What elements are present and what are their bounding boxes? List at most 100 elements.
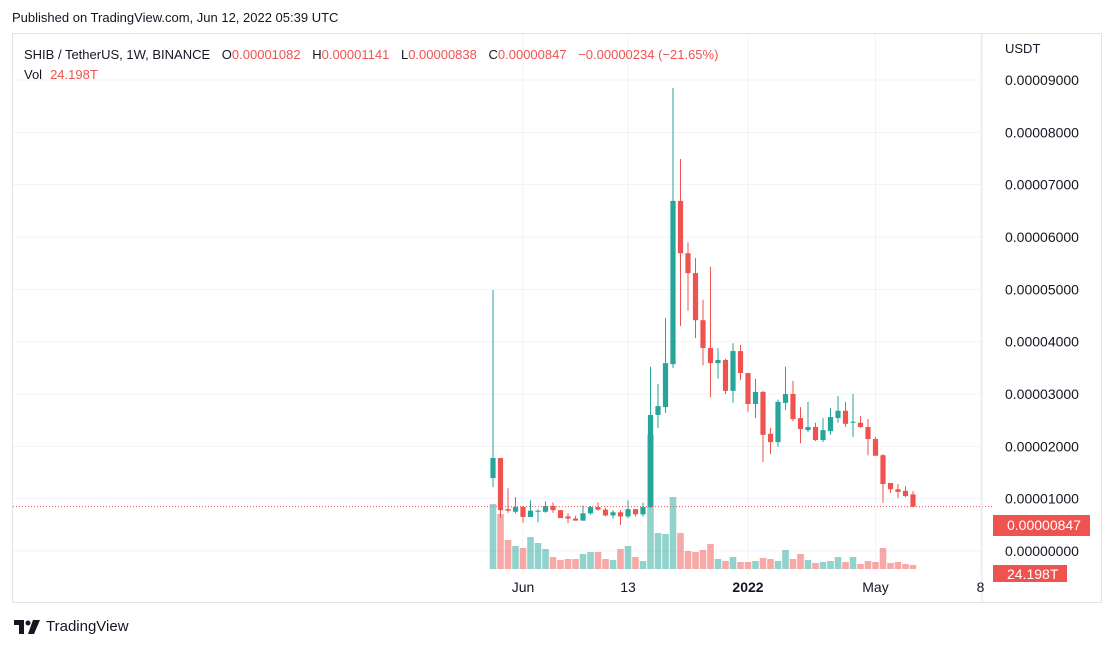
candle-body [632, 509, 639, 515]
candle-body [587, 507, 594, 514]
tradingview-footer[interactable]: TradingView [14, 618, 129, 635]
candle[interactable] [865, 419, 871, 456]
candle[interactable] [550, 502, 556, 513]
candle[interactable] [572, 515, 579, 521]
candle[interactable] [520, 505, 526, 523]
candle[interactable] [737, 344, 744, 380]
candle[interactable] [857, 415, 864, 429]
volume-bar [864, 561, 872, 569]
high-value: 0.00001141 [321, 47, 390, 62]
symbol-title[interactable]: SHIB / TetherUS, 1W, BINANCE [24, 47, 211, 62]
brand-name: TradingView [46, 618, 129, 635]
candle[interactable] [692, 257, 699, 339]
candle[interactable] [535, 509, 541, 523]
candle-body [865, 426, 871, 440]
candle-body [812, 426, 819, 441]
candle[interactable] [505, 488, 511, 513]
candle[interactable] [820, 418, 826, 443]
candle[interactable] [805, 401, 811, 433]
candle-body [760, 391, 766, 435]
candle[interactable] [647, 366, 654, 509]
volume-bar [489, 504, 497, 569]
candle[interactable] [617, 510, 624, 525]
candle[interactable] [760, 390, 766, 463]
candle[interactable] [602, 507, 609, 517]
candle[interactable] [512, 497, 519, 514]
volume-bar [662, 534, 669, 569]
price-tick-label: 0.00001000 [1005, 491, 1079, 507]
price-axis[interactable]: 0.00009000 0.00008000 0.00007000 0.00006000… [1005, 72, 1079, 559]
candle[interactable] [790, 380, 796, 422]
candle[interactable] [872, 436, 879, 456]
volume-bar [549, 557, 557, 569]
low-label: L [400, 47, 409, 62]
candle[interactable] [580, 505, 586, 521]
candle[interactable] [542, 501, 549, 513]
candle[interactable] [850, 394, 856, 437]
candle[interactable] [895, 484, 901, 499]
candle[interactable] [587, 505, 594, 515]
candle[interactable] [782, 366, 789, 410]
candle[interactable] [715, 347, 721, 379]
candle-body [670, 200, 676, 365]
last-volume-value: 24.198T [1007, 566, 1059, 582]
candle[interactable] [767, 428, 774, 455]
candle[interactable] [752, 378, 759, 419]
candle-body [887, 482, 894, 490]
candle-body [550, 505, 556, 511]
candle[interactable] [655, 384, 661, 429]
candle[interactable] [730, 343, 736, 403]
low-value: 0.00000838 [408, 47, 477, 62]
candle[interactable] [707, 266, 714, 398]
currency-label: USDT [1005, 41, 1040, 56]
candle-body [512, 507, 519, 512]
candle[interactable] [700, 299, 706, 366]
volume-bar [512, 546, 519, 569]
candle-body [700, 320, 706, 348]
volume-bar [534, 543, 542, 569]
time-axis[interactable]: Jun 13 2022 May 8 [512, 579, 985, 595]
candle-body [602, 509, 609, 516]
candle[interactable] [632, 509, 639, 517]
candle[interactable] [887, 482, 894, 493]
volume-bar [572, 559, 579, 569]
candle[interactable] [842, 401, 849, 427]
candle[interactable] [902, 486, 909, 498]
candle-body [902, 490, 909, 497]
candle-body [640, 507, 646, 515]
candle[interactable] [557, 510, 564, 519]
candle[interactable] [625, 500, 631, 519]
candle-body [505, 509, 511, 511]
candle[interactable] [490, 289, 496, 488]
candle[interactable] [565, 513, 571, 524]
candle[interactable] [745, 373, 751, 412]
candle-body [662, 363, 669, 408]
candle[interactable] [670, 87, 676, 368]
volume-bar [797, 554, 804, 569]
candle[interactable] [640, 502, 646, 517]
candle[interactable] [827, 408, 834, 435]
candle-body [767, 433, 774, 443]
candle[interactable] [610, 510, 616, 519]
candle[interactable] [835, 396, 841, 423]
candle[interactable] [677, 159, 684, 326]
candle-body [677, 200, 684, 254]
candle[interactable] [812, 422, 819, 442]
volume-bar [624, 546, 632, 569]
candle[interactable] [910, 491, 916, 508]
volume-label[interactable]: Vol [24, 67, 43, 82]
chart-legend: SHIB / TetherUS, 1W, BINANCE O0.00001082… [24, 45, 718, 85]
candle[interactable] [880, 454, 886, 503]
price-tick-label: 0.00009000 [1005, 72, 1079, 88]
candle[interactable] [775, 399, 781, 447]
candle[interactable] [722, 358, 729, 394]
candle[interactable] [527, 500, 534, 517]
candle[interactable] [497, 457, 504, 519]
volume-bar [594, 552, 602, 569]
candle[interactable] [797, 407, 804, 444]
volume-bars [489, 435, 917, 569]
candle[interactable] [685, 242, 691, 311]
candle-body [610, 512, 616, 516]
candle[interactable] [662, 318, 669, 413]
